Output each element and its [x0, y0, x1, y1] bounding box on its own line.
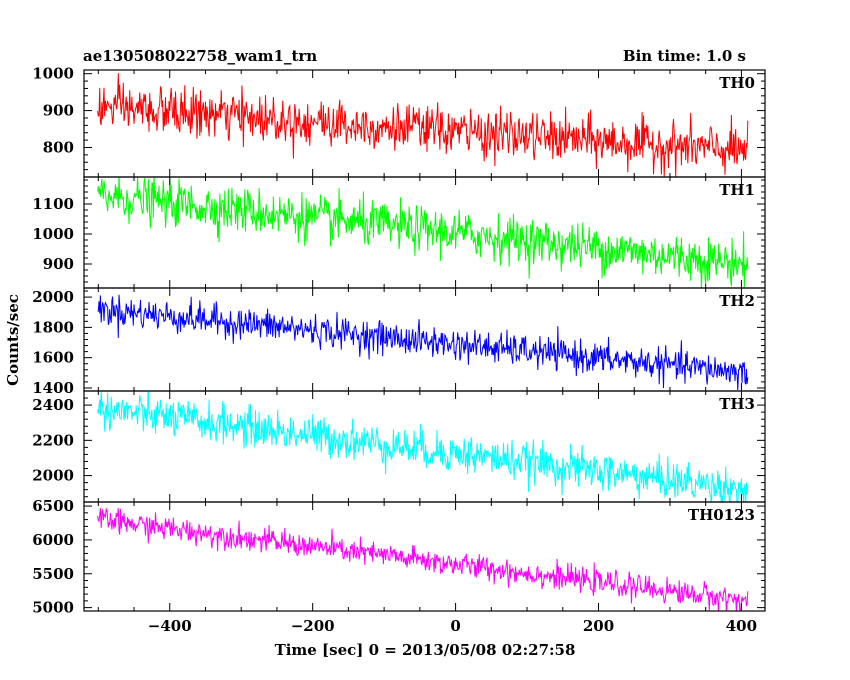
y-tick-label: 2000: [32, 467, 74, 485]
panels-group: 800 900 1000 TH0 900 1000 1100 TH1 1400 1600 1800 2…: [32, 65, 766, 635]
y-tick-label: 2400: [32, 396, 74, 414]
panel-label-th0123: TH0123: [688, 506, 755, 524]
y-tick-label: 1600: [32, 349, 74, 367]
y-tick-label: 800: [43, 138, 74, 156]
y-tick-label: 1400: [32, 379, 74, 397]
y-tick-label: 2200: [32, 431, 74, 449]
x-tick-label: 400: [726, 617, 757, 635]
panel-label-th1: TH1: [719, 181, 755, 199]
x-tick-label: 0: [450, 617, 460, 635]
y-axis-label: Counts/sec: [4, 294, 22, 386]
y-tick-label: 1000: [32, 65, 74, 83]
y-tick-label: 1000: [32, 225, 74, 243]
series-line-th3: [97, 391, 749, 502]
x-tick-label: 200: [583, 617, 614, 635]
y-tick-label: 6500: [32, 497, 74, 515]
y-tick-label: 5500: [32, 565, 74, 583]
y-tick-label: 6000: [32, 531, 74, 549]
y-tick-label: 900: [43, 255, 74, 273]
panel-frame-th0: [83, 69, 766, 178]
series-line-th0123: [97, 507, 749, 611]
series-line-th2: [97, 294, 749, 391]
panel-label-th0: TH0: [719, 74, 755, 92]
chart-title-right: Bin time: 1.0 s: [623, 47, 746, 65]
series-line-th1: [97, 177, 749, 288]
y-tick-label: 5000: [32, 599, 74, 617]
panel-label-th2: TH2: [719, 292, 755, 310]
y-tick-label: 900: [43, 102, 74, 120]
x-axis-label: Time [sec] 0 = 2013/05/08 02:27:58: [275, 641, 576, 659]
panel-frame-th0123: [83, 501, 766, 612]
x-tick-label: −400: [148, 617, 192, 635]
chart-title-left: ae130508022758_wam1_trn: [83, 47, 317, 65]
panel-frame-th1: [83, 176, 766, 289]
panel-label-th3: TH3: [719, 395, 755, 413]
y-tick-label: 1800: [32, 318, 74, 336]
series-line-th0: [97, 73, 749, 177]
y-tick-label: 1100: [32, 195, 74, 213]
x-tick-label: −200: [291, 617, 335, 635]
y-tick-label: 2000: [32, 288, 74, 306]
